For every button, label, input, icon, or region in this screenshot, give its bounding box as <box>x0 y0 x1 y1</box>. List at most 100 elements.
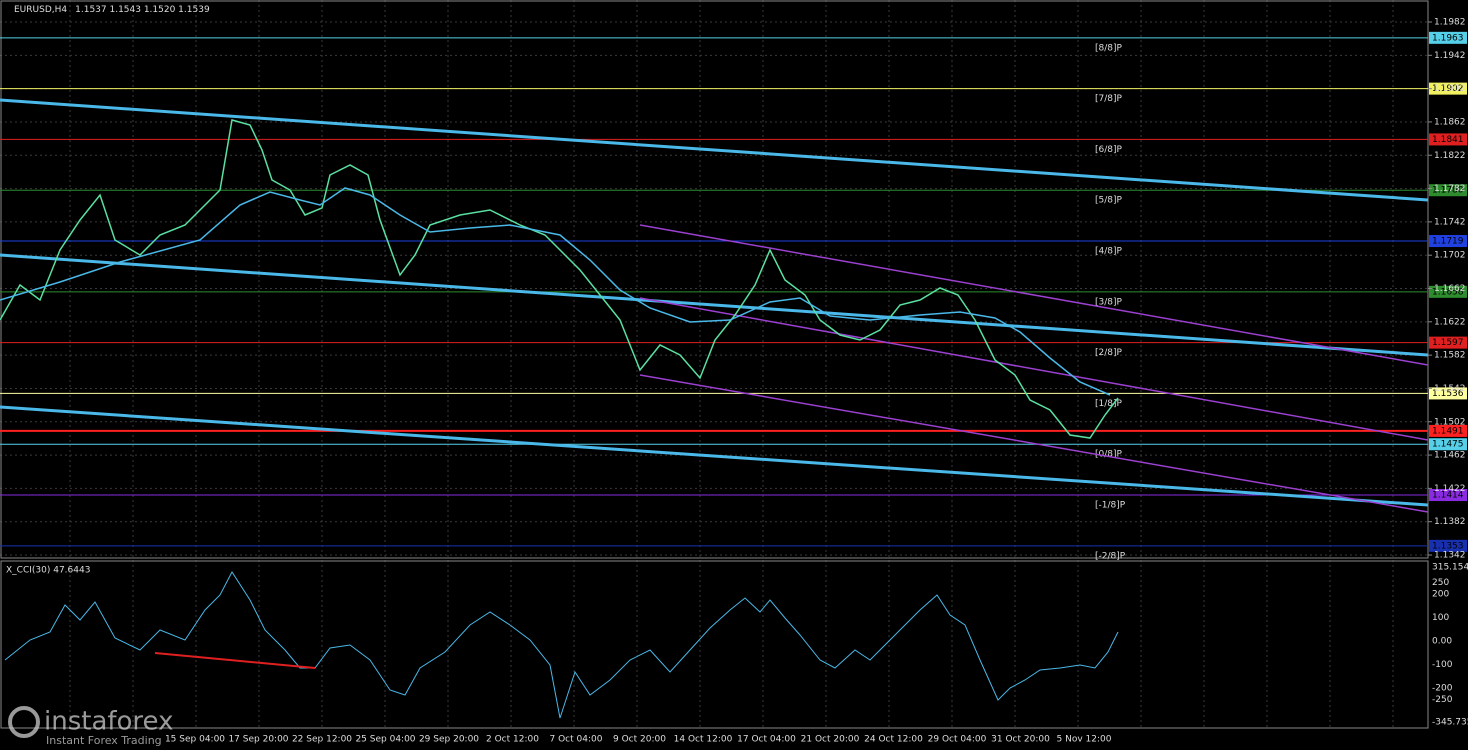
murray-label: [-2/8]P <box>1095 551 1126 561</box>
price-label: 1.1582 <box>1434 351 1466 361</box>
price-tag <box>1429 82 1467 95</box>
price-tag-label: 1.1719 <box>1432 237 1464 247</box>
date-label: 17 Oct 04:00 <box>737 735 796 745</box>
cci-axis-label: 0.00 <box>1432 636 1452 646</box>
murray-label: [1/8]P <box>1095 399 1123 409</box>
price-tag <box>1429 285 1467 298</box>
price-tag <box>1429 336 1467 349</box>
price-label: 1.1982 <box>1434 18 1466 28</box>
cci-axis-label: -345.7354 <box>1432 717 1468 727</box>
date-label: 7 Oct 04:00 <box>550 735 603 745</box>
price-tag <box>1429 438 1467 451</box>
date-label: 29 Oct 04:00 <box>928 735 987 745</box>
price-tag-label: 1.1902 <box>1432 84 1464 94</box>
date-label: 25 Sep 04:00 <box>355 735 415 745</box>
price-label: 1.1462 <box>1434 451 1466 461</box>
price-tag <box>1429 489 1467 502</box>
cci-frame <box>0 560 1429 729</box>
channel <box>639 224 1429 513</box>
price-tag-label: 1.1353 <box>1432 541 1464 551</box>
cci-axis-label: 100 <box>1432 613 1449 623</box>
trend-line <box>0 253 1429 357</box>
cci-axis-label: -200 <box>1432 683 1453 693</box>
price-tag <box>1429 424 1467 437</box>
symbol: EURUSD,H4 <box>14 5 67 15</box>
watermark: instaforex Instant Forex Trading <box>8 706 173 747</box>
price-tag-label: 1.1658 <box>1432 287 1464 297</box>
logo <box>8 706 40 738</box>
trend-line <box>0 98 1429 202</box>
price-label: 1.1622 <box>1434 317 1466 327</box>
grid <box>0 0 1428 728</box>
price-label: 1.1342 <box>1434 551 1466 561</box>
price-tag <box>1429 539 1467 552</box>
price-label: 1.1702 <box>1434 251 1466 261</box>
price-label: 1.1902 <box>1434 84 1466 94</box>
murray-label: [4/8]P <box>1095 247 1123 257</box>
date-label: 2 Oct 12:00 <box>486 735 539 745</box>
price-tag-label: 1.1841 <box>1432 135 1464 145</box>
price-tag-label: 1.1536 <box>1432 389 1464 399</box>
price-axis: 1.19821.19421.19021.18621.18221.17821.17… <box>1428 18 1468 727</box>
price-label: 1.1542 <box>1434 384 1466 394</box>
price-tag <box>1429 133 1467 146</box>
price-label: 1.1862 <box>1434 117 1466 127</box>
channel-line <box>639 374 1429 513</box>
moving-average <box>0 187 1111 396</box>
symbol-header: EURUSD,H4 1.1537 1.1543 1.1520 1.1539 <box>14 5 210 15</box>
murray-label: [8/8]P <box>1095 43 1123 53</box>
date-label: 5 Nov 12:00 <box>1057 735 1112 745</box>
price-tag-label: 1.1780 <box>1432 186 1464 196</box>
date-label: 14 Oct 12:00 <box>674 735 733 745</box>
price-frame <box>0 0 1429 559</box>
price-tag-label: 1.1491 <box>1432 426 1464 436</box>
murray-label: [-1/8]P <box>1095 501 1126 511</box>
murray-label: [7/8]P <box>1095 94 1123 104</box>
cci-axis-label: -100 <box>1432 660 1453 670</box>
murray-label: [0/8]P <box>1095 450 1123 460</box>
price-label: 1.1422 <box>1434 484 1466 494</box>
price-tag <box>1429 235 1467 248</box>
murray-label: [5/8]P <box>1095 196 1123 206</box>
cci-axis-label: 200 <box>1432 590 1449 600</box>
price-label: 1.1822 <box>1434 151 1466 161</box>
price-tag-label: 1.1414 <box>1432 491 1464 501</box>
price-label: 1.1942 <box>1434 51 1466 61</box>
date-label: 15 Sep 04:00 <box>165 735 225 745</box>
price-label: 1.1662 <box>1434 284 1466 294</box>
price-label: 1.1382 <box>1434 517 1466 527</box>
price-tag-label: 1.1963 <box>1432 33 1464 43</box>
price-tag <box>1429 184 1467 197</box>
date-label: 24 Oct 12:00 <box>864 735 923 745</box>
channel-line <box>639 224 1429 366</box>
price-tag <box>1429 31 1467 44</box>
date-label: 17 Sep 20:00 <box>228 735 288 745</box>
price-label: 1.1782 <box>1434 184 1466 194</box>
brand: instaforex <box>44 707 173 737</box>
date-label: 29 Sep 20:00 <box>419 735 479 745</box>
trend-line <box>0 405 1429 507</box>
divergence-line <box>154 652 316 669</box>
price-path <box>0 119 1119 439</box>
cci-line <box>4 571 1119 719</box>
price-label: 1.1502 <box>1434 417 1466 427</box>
trend-lines <box>0 98 1429 507</box>
cci-axis-label: 315.1542 <box>1432 563 1468 573</box>
date-label: 22 Sep 12:00 <box>292 735 352 745</box>
levels: [8/8]P 1.1963 [7/8]P 1.1902 [6/8]P 1.1841 [5/8… <box>0 31 1467 561</box>
price-label: 1.1742 <box>1434 217 1466 227</box>
date-label: 9 Oct 20:00 <box>613 735 666 745</box>
date-axis: 15 Sep 04:00 17 Sep 20:00 22 Sep 12:00 25 S… <box>165 735 1112 745</box>
date-label: 31 Oct 20:00 <box>991 735 1050 745</box>
ohlc: 1.1537 1.1543 1.1520 1.1539 <box>75 5 210 15</box>
cci-axis-label: 250 <box>1432 578 1449 588</box>
murray-label: [6/8]P <box>1095 145 1123 155</box>
cci-axis-label: -250 <box>1432 695 1453 705</box>
price-tag-label: 1.1475 <box>1432 440 1464 450</box>
channel-line <box>639 297 1429 441</box>
tagline: Instant Forex Trading <box>46 734 162 747</box>
price-tag <box>1429 387 1467 400</box>
date-label: 21 Oct 20:00 <box>801 735 860 745</box>
